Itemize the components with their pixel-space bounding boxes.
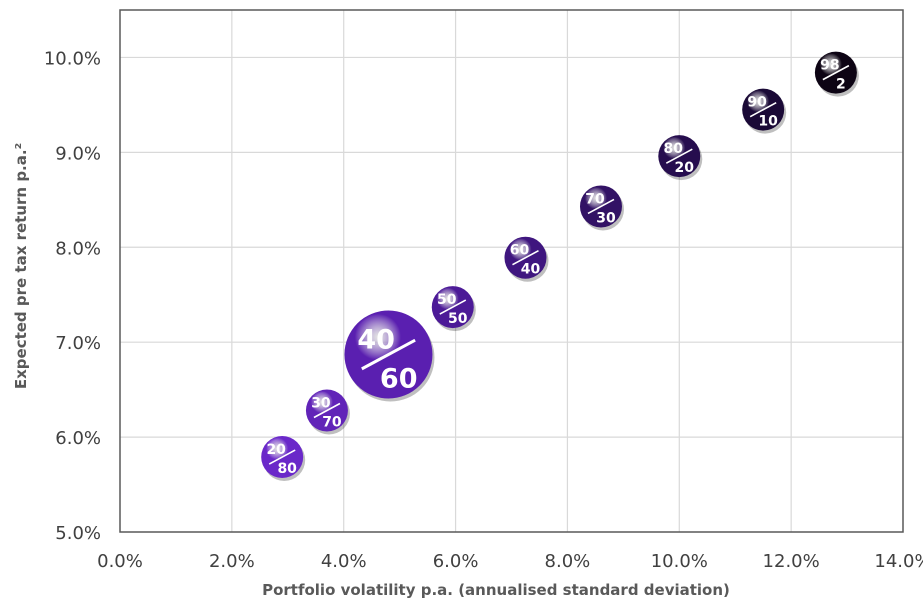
x-tick-label: 0.0% (97, 551, 143, 572)
bubble-label-top: 90 (747, 95, 767, 111)
x-tick-label: 2.0% (209, 551, 255, 572)
bubble-slash (587, 198, 615, 215)
bubble-label-bottom: 70 (322, 415, 342, 431)
y-tick-label: 10.0% (44, 48, 101, 69)
bubble-label-top: 40 (357, 324, 395, 355)
y-tick-label: 7.0% (55, 333, 101, 354)
bubble-label-top: 50 (437, 292, 457, 308)
bubble-label-top: 60 (510, 243, 530, 259)
bubble-slash (313, 402, 341, 419)
y-tick-label: 8.0% (55, 238, 101, 259)
x-axis-title: Portfolio volatility p.a. (annualised st… (262, 581, 730, 598)
bubble-label-bottom: 50 (448, 311, 468, 327)
bubble-slash (665, 148, 693, 164)
bubble-label-top: 30 (311, 396, 331, 412)
bubble-label-top: 80 (664, 141, 684, 157)
bubble-slash (749, 101, 777, 118)
bubble-label-bottom: 30 (596, 210, 616, 226)
bubble-label-bottom: 2 (836, 77, 846, 93)
y-axis-title: Expected pre tax return p.a.² (12, 143, 30, 389)
y-tick-label: 5.0% (55, 523, 101, 544)
bubble-slash (822, 64, 850, 81)
bubble-label-bottom: 80 (277, 461, 297, 477)
bubble-label-top: 20 (266, 442, 286, 458)
x-tick-labels: 0.0% 2.0% 4.0% 6.0% 8.0% 10.0% 12.0% 14.0% (97, 551, 923, 572)
x-tick-label: 12.0% (763, 551, 820, 572)
bubble-label-bottom: 40 (521, 262, 541, 278)
y-tick-labels: 5.0% 6.0% 7.0% 8.0% 9.0% 10.0% (44, 48, 101, 544)
bubble-label-bottom: 60 (380, 363, 418, 394)
x-tick-label: 14.0% (874, 551, 923, 572)
x-tick-label: 4.0% (321, 551, 367, 572)
x-tick-label: 8.0% (545, 551, 591, 572)
y-tick-label: 6.0% (55, 428, 101, 449)
x-tick-label: 6.0% (433, 551, 479, 572)
y-tick-label: 9.0% (55, 143, 101, 164)
bubble-slash (361, 338, 416, 371)
x-tick-label: 10.0% (651, 551, 708, 572)
grid-lines (120, 10, 903, 532)
bubble-label-bottom: 20 (675, 160, 695, 176)
bubble-label-top: 98 (820, 58, 839, 74)
plot-area-border (119, 9, 904, 533)
bubble-slash (268, 449, 296, 465)
bubble-slash (439, 299, 467, 315)
bubble-label-bottom: 10 (758, 114, 778, 130)
bubble-98-2: 982 (814, 51, 859, 97)
bubble-label-top: 70 (585, 191, 605, 207)
bubble-slash (512, 250, 539, 266)
